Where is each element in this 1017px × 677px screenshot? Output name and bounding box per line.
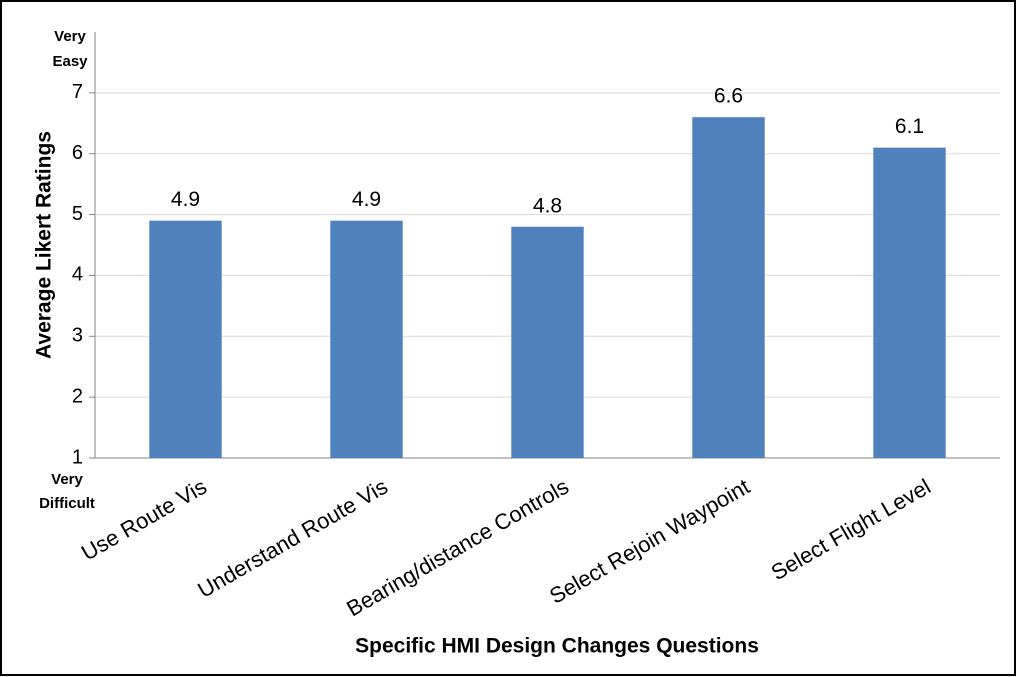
bar — [149, 220, 222, 458]
top-note: Easy — [52, 53, 88, 70]
data-label: 4.8 — [533, 194, 562, 217]
top-note: Very — [54, 28, 86, 45]
bottom-note: Very — [51, 471, 83, 488]
y-axis-label: Average Likert Ratings — [33, 131, 56, 359]
data-label: 4.9 — [352, 188, 381, 211]
data-label: 6.6 — [714, 85, 743, 108]
x-axis-label: Specific HMI Design Changes Questions — [355, 635, 759, 658]
y-tick-label: 2 — [72, 385, 83, 407]
y-tick-label: 3 — [72, 325, 83, 347]
y-tick-label: 1 — [72, 446, 83, 468]
bar — [330, 220, 403, 458]
y-tick-label: 6 — [72, 142, 83, 164]
y-tick-label: 4 — [72, 264, 83, 286]
y-tick-label: 7 — [72, 81, 83, 103]
bar — [873, 147, 946, 458]
bar — [692, 117, 765, 458]
bottom-note: Difficult — [39, 495, 95, 512]
data-label: 6.1 — [895, 115, 924, 138]
data-label: 4.9 — [171, 188, 200, 211]
bar — [511, 226, 584, 458]
y-tick-label: 5 — [72, 203, 83, 225]
